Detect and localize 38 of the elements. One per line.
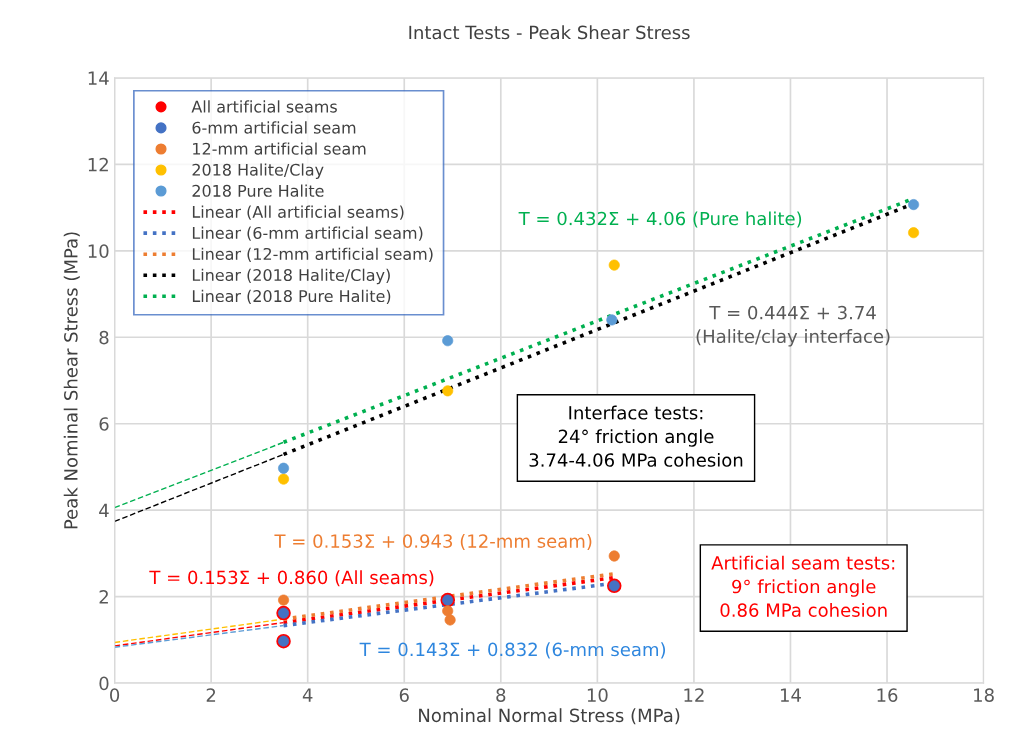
annotation: T = 0.153Σ + 0.860 (All seams) <box>149 570 434 587</box>
y-tick-label: 0 <box>99 676 109 691</box>
y-tick-label: 8 <box>99 330 109 345</box>
annotation: Artificial seam tests: 9° friction angle 0.86 MPa cohesion <box>711 555 895 617</box>
legend-label: Linear (All artificial seams) <box>192 205 404 220</box>
legend-label: 6-mm artificial seam <box>192 121 356 134</box>
x-axis-title: Nominal Normal Stress (MPa) <box>419 708 680 725</box>
y-tick-label: 12 <box>88 157 108 172</box>
x-tick-label: 0 <box>110 688 120 702</box>
x-tick-label: 6 <box>399 688 409 702</box>
legend-label: 2018 Pure Halite <box>192 184 324 197</box>
x-tick-label: 2 <box>206 688 216 702</box>
x-tick-label: 14 <box>780 688 801 702</box>
y-tick-label: 10 <box>88 244 109 258</box>
x-tick-label: 18 <box>974 688 994 702</box>
x-tick-label: 4 <box>302 688 313 702</box>
chart-title: Intact Tests - Peak Shear Stress <box>409 25 690 40</box>
x-tick-label: 12 <box>684 688 704 702</box>
annotation: T = 0.143Σ + 0.832 (6-mm seam) <box>359 642 666 659</box>
y-axis-title: Peak Nominal Shear Stress (MPa) <box>63 232 80 529</box>
y-tick-label: 2 <box>99 590 108 604</box>
annotation: T = 0.432Σ + 4.06 (Pure halite) <box>518 211 802 228</box>
legend-label: Linear (2018 Pure Halite) <box>192 289 391 304</box>
legend-label: Linear (2018 Halite/Clay) <box>192 268 390 285</box>
annotation: T = 0.444Σ + 3.74 (Halite/clay interface) <box>696 305 890 347</box>
legend-label: 12-mm artificial seam <box>193 142 366 155</box>
y-tick-label: 4 <box>99 503 109 518</box>
legend-label: All artificial seams <box>191 100 337 113</box>
x-tick-label: 16 <box>877 688 898 702</box>
annotation: Interface tests: 24° friction angle 3.74-4.06 MPa cohesion <box>529 405 743 467</box>
legend-label: Linear (12-mm artificial seam) <box>192 247 433 262</box>
x-tick-label: 8 <box>496 688 506 702</box>
x-tick-label: 10 <box>587 688 608 702</box>
y-tick-label: 14 <box>88 71 109 85</box>
legend-label: 2018 Halite/Clay <box>192 163 324 179</box>
legend-label: Linear (6-mm artificial seam) <box>192 226 423 241</box>
y-tick-label: 6 <box>99 417 109 431</box>
annotation: T = 0.153Σ + 0.943 (12-mm seam) <box>274 533 592 551</box>
